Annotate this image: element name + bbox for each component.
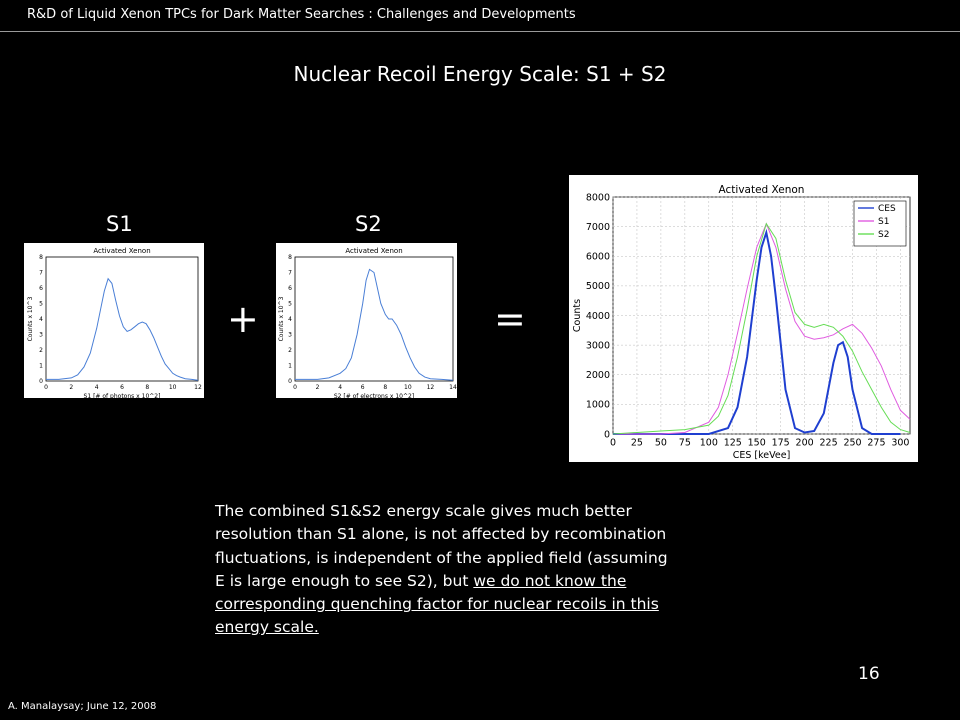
x-tick-label: 8 [383,384,387,391]
x-axis-label: S1 [# of photons x 10^2] [84,393,161,398]
x-tick-label: 50 [655,438,667,449]
series-line-s2 [612,222,911,435]
header-text: R&D of Liquid Xenon TPCs for Dark Matter… [27,7,576,22]
y-axis-label: Counts [572,299,583,332]
x-tick-label: 275 [867,438,885,449]
chart-title: Activated Xenon [719,184,805,196]
y-tick-label: 0 [288,378,292,385]
y-axis-label: Counts x 10^3 [278,296,285,341]
legend-label: CES [878,204,896,214]
plot-frame [294,256,454,382]
y-tick-label: 7 [39,270,43,277]
x-tick-label: 125 [724,438,742,449]
x-axis-label: CES [keVee] [733,450,791,461]
s2-label: S2 [355,212,382,236]
y-tick-label: 3000 [586,340,610,351]
y-tick-label: 2000 [586,370,610,381]
y-tick-label: 3 [39,332,43,339]
x-tick-label: 12 [194,384,202,391]
series-line-counts [295,268,454,381]
x-tick-label: 0 [44,384,48,391]
description-text: The combined S1&S2 energy scale gives mu… [215,500,670,640]
x-tick-label: 75 [679,438,691,449]
y-tick-label: 8 [39,254,43,261]
s1-histogram: 0 2 4 6 8 10 12 0 1 2 3 4 5 6 7 8 Activated Xenon S1 [# o… [24,243,204,398]
x-tick-label: 225 [819,438,837,449]
s1-label: S1 [106,212,133,236]
x-tick-label: 4 [95,384,99,391]
y-tick-label: 5000 [586,281,610,292]
plus-sign: + [227,297,259,341]
series-line-ces [613,228,901,435]
y-tick-label: 0 [39,378,43,385]
chart-title: Activated Xenon [93,247,150,255]
x-tick-label: 300 [891,438,909,449]
x-tick-label: 4 [338,384,342,391]
y-tick-label: 6000 [586,252,610,263]
y-tick-label: 2 [39,347,43,354]
y-tick-label: 6 [39,285,43,292]
x-tick-label: 100 [700,438,718,449]
page-number: 16 [858,664,880,684]
description-plain: The combined S1&S2 energy scale gives mu… [215,502,668,590]
y-axis-label: Counts x 10^3 [27,296,34,341]
x-tick-label: 10 [404,384,412,391]
y-tick-label: 2 [288,347,292,354]
legend-label: S2 [878,230,889,240]
legend-label: S1 [878,217,889,227]
y-tick-label: 7 [288,270,292,277]
y-tick-label: 5 [288,301,292,308]
y-tick-label: 7000 [586,222,610,233]
s2-histogram: 0 2 4 6 8 10 12 14 0 1 2 3 4 5 6 7 8 Activated Xenon S2 [#… [276,243,457,398]
y-tick-label: 1000 [586,400,610,411]
y-tick-label: 0 [604,429,610,440]
series-line-counts [46,277,199,381]
x-tick-label: 0 [610,438,616,449]
chart-title: Activated Xenon [345,247,402,255]
x-tick-label: 2 [69,384,73,391]
y-tick-label: 8000 [586,192,610,203]
x-tick-label: 175 [772,438,790,449]
x-tick-label: 150 [748,438,766,449]
x-tick-label: 10 [169,384,177,391]
y-tick-label: 1 [288,363,292,370]
y-tick-label: 4000 [586,311,610,322]
y-tick-label: 3 [288,332,292,339]
x-axis-label: S2 [# of electrons x 10^2] [334,393,414,398]
y-tick-label: 4 [288,316,292,323]
x-tick-label: 250 [843,438,861,449]
x-tick-label: 0 [293,384,297,391]
x-tick-label: 2 [316,384,320,391]
y-tick-label: 6 [288,285,292,292]
series-line-s1 [613,222,911,435]
description-underlined: we do not know the corresponding quenchi… [215,571,659,637]
plot-frame [45,256,199,382]
combined-histogram: 0 25 50 75 100 125 150 175 200 225 250 275 300 0 1000 2… [569,175,918,462]
x-tick-label: 14 [449,384,457,391]
y-tick-label: 1 [39,363,43,370]
x-tick-label: 6 [361,384,365,391]
x-tick-label: 8 [145,384,149,391]
y-tick-label: 5 [39,301,43,308]
footer-text: A. Manalaysay; June 12, 2008 [8,701,157,712]
x-tick-label: 25 [631,438,643,449]
equals-sign: = [494,297,526,341]
x-tick-label: 200 [796,438,814,449]
chart-svg: 0 25 50 75 100 125 150 175 200 225 250 275 300010002… [572,184,911,461]
slide-header: R&D of Liquid Xenon TPCs for Dark Matter… [0,0,960,32]
x-tick-label: 12 [427,384,435,391]
slide-title: Nuclear Recoil Energy Scale: S1 + S2 [293,62,667,86]
y-tick-label: 8 [288,254,292,261]
y-tick-label: 4 [39,316,43,323]
x-tick-label: 6 [120,384,124,391]
